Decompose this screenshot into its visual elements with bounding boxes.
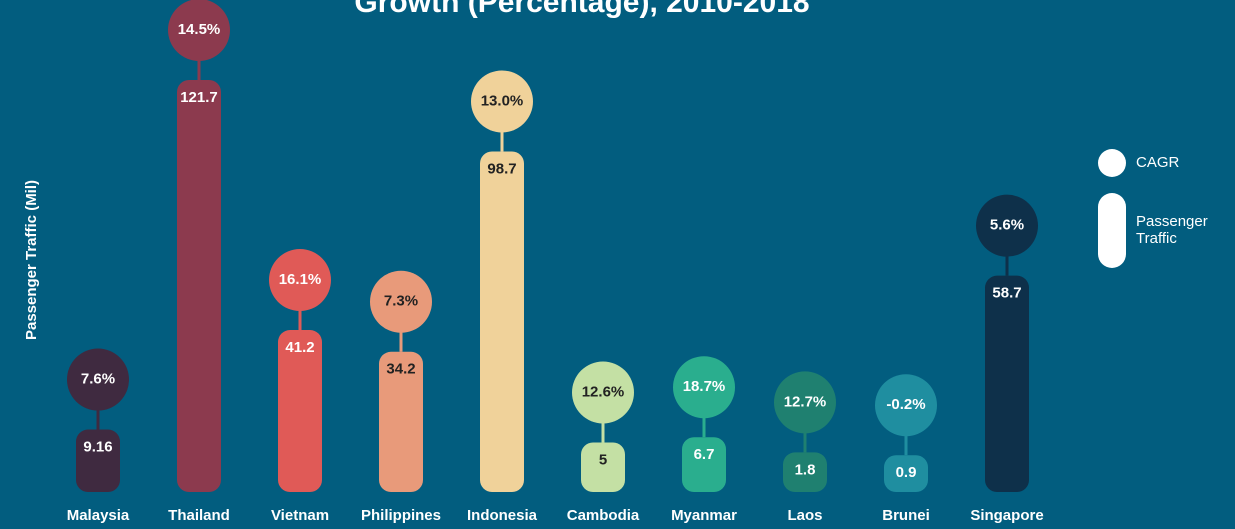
cagr-label: 18.7% [683,378,726,395]
bar-value-label: 121.7 [180,89,218,106]
cagr-label: 14.5% [178,21,221,38]
bar [177,80,221,492]
x-tick-label: Singapore [970,507,1043,524]
legend-bar [1098,193,1126,268]
bar [480,151,524,492]
bar-value-label: 98.7 [487,160,516,177]
cagr-circle [875,374,937,437]
x-tick-label: Myanmar [671,507,737,524]
cagr-circle [572,361,634,424]
cagr-label: 5.6% [990,217,1024,234]
bar-value-label: 5 [599,451,607,468]
x-tick-label: Brunei [882,507,930,524]
bar [581,442,625,492]
legend-circle [1098,149,1126,177]
bar [884,455,928,492]
bar-value-label: 1.8 [795,461,816,478]
x-tick-label: Vietnam [271,507,329,524]
cagr-circle [168,0,230,61]
cagr-circle [67,348,129,411]
bar [76,429,120,492]
cagr-circle [673,356,735,419]
bar-value-label: 41.2 [285,339,314,356]
cagr-circle [269,249,331,312]
cagr-circle [471,70,533,133]
cagr-label: 7.6% [81,371,115,388]
bar [379,351,423,492]
cagr-label: 16.1% [279,271,322,288]
x-tick-label: Cambodia [567,507,640,524]
legend-label: CAGR [1136,154,1180,171]
bar-value-label: 58.7 [992,285,1021,302]
cagr-circle [976,194,1038,257]
bar [985,275,1029,492]
cagr-label: -0.2% [886,396,925,413]
cagr-label: 12.7% [784,393,827,410]
bar-value-label: 9.16 [83,439,112,456]
bar [682,437,726,492]
bar-value-label: 0.9 [896,464,917,481]
x-tick-label: Indonesia [467,507,538,524]
x-tick-label: Philippines [361,507,441,524]
cagr-circle [370,270,432,333]
bar-value-label: 6.7 [694,446,715,463]
cagr-circle [774,371,836,434]
x-tick-label: Thailand [168,507,230,524]
cagr-label: 12.6% [582,383,625,400]
bar-value-label: 34.2 [386,361,415,378]
chart-title: Growth (Percentage), 2010-2018 [354,0,809,19]
x-tick-label: Laos [787,507,822,524]
bar [783,452,827,492]
x-tick-label: Malaysia [67,507,130,524]
legend-label: Passenger Traffic [1136,213,1208,247]
bar [278,330,322,492]
cagr-label: 13.0% [481,92,524,109]
y-axis-label: Passenger Traffic (Mil) [23,180,40,340]
cagr-label: 7.3% [384,293,418,310]
